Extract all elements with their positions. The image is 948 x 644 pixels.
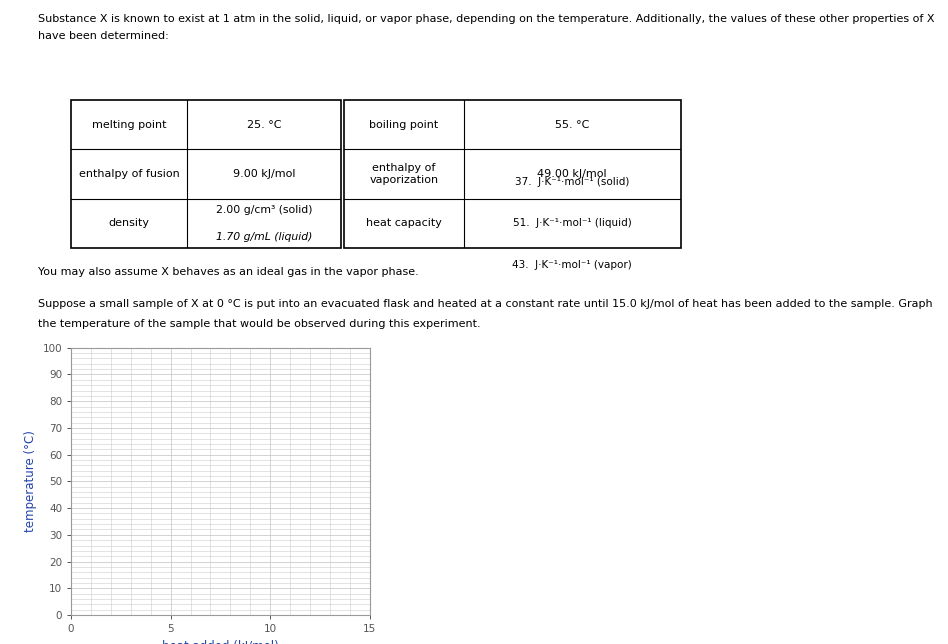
Text: heat capacity: heat capacity <box>366 218 442 228</box>
X-axis label: heat added (kJ/mol): heat added (kJ/mol) <box>162 639 279 644</box>
Text: Substance X is known to exist at 1 atm in the solid, liquid, or vapor phase, dep: Substance X is known to exist at 1 atm i… <box>38 14 935 24</box>
Text: have been determined:: have been determined: <box>38 31 169 41</box>
Text: 37.  J·K⁻¹·mol⁻¹ (solid): 37. J·K⁻¹·mol⁻¹ (solid) <box>515 177 629 187</box>
Y-axis label: temperature (°C): temperature (°C) <box>24 430 37 533</box>
Text: 51.  J·K⁻¹·mol⁻¹ (liquid): 51. J·K⁻¹·mol⁻¹ (liquid) <box>513 218 631 228</box>
Text: melting point: melting point <box>92 120 167 129</box>
Text: 55. °C: 55. °C <box>555 120 590 129</box>
Text: enthalpy of
vaporization: enthalpy of vaporization <box>370 163 438 185</box>
Text: boiling point: boiling point <box>369 120 439 129</box>
Text: Suppose a small sample of X at 0 °C is put into an evacuated flask and heated at: Suppose a small sample of X at 0 °C is p… <box>38 299 933 310</box>
Text: 9.00 kJ/mol: 9.00 kJ/mol <box>233 169 296 179</box>
Text: density: density <box>109 218 150 228</box>
Text: 49.00 kJ/mol: 49.00 kJ/mol <box>538 169 607 179</box>
Text: You may also assume X behaves as an ideal gas in the vapor phase.: You may also assume X behaves as an idea… <box>38 267 419 278</box>
Text: the temperature of the sample that would be observed during this experiment.: the temperature of the sample that would… <box>38 319 481 329</box>
Text: 1.70 g/mL (liquid): 1.70 g/mL (liquid) <box>216 232 313 242</box>
Text: 2.00 g/cm³ (solid): 2.00 g/cm³ (solid) <box>216 205 313 215</box>
Text: enthalpy of fusion: enthalpy of fusion <box>79 169 179 179</box>
Text: 43.  J·K⁻¹·mol⁻¹ (vapor): 43. J·K⁻¹·mol⁻¹ (vapor) <box>512 260 632 270</box>
Text: 25. °C: 25. °C <box>247 120 282 129</box>
